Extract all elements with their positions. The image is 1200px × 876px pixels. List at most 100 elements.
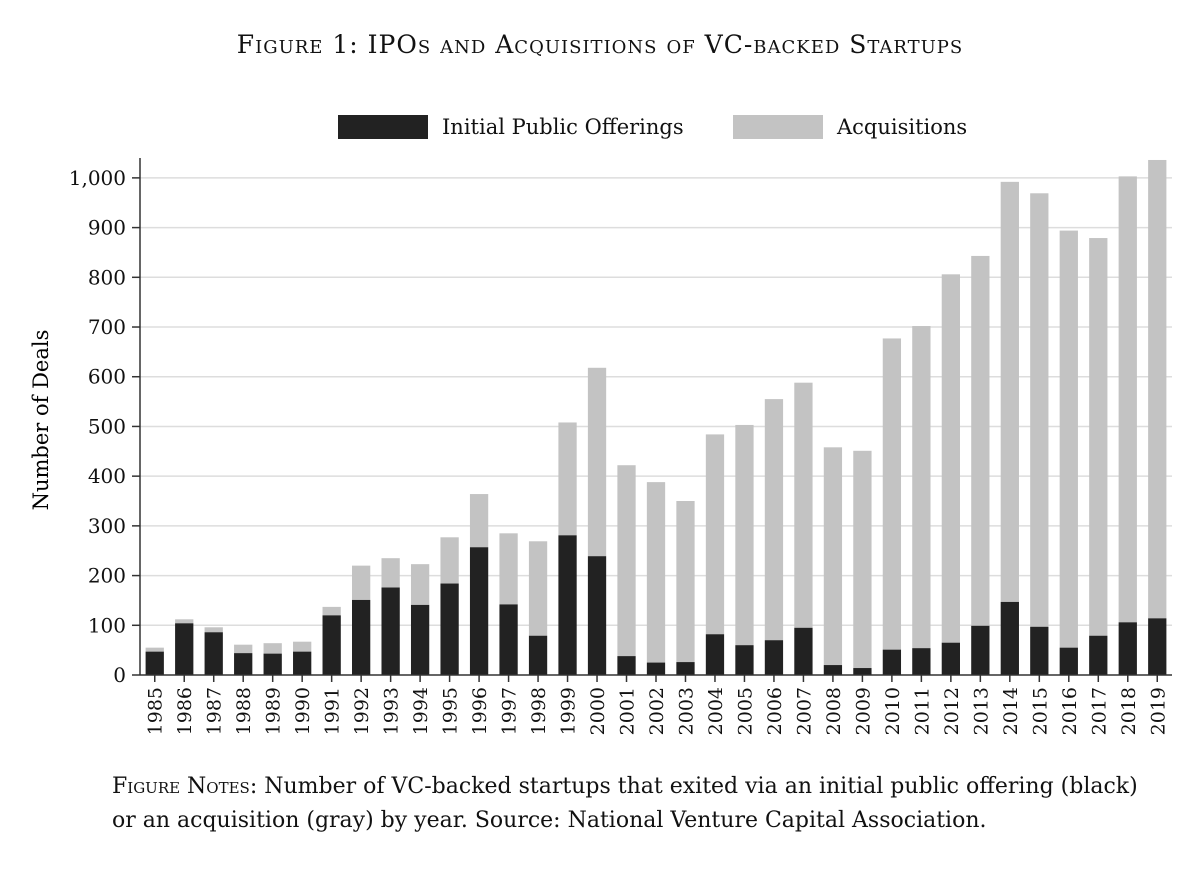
bar-acquisitions-1994 [410, 564, 430, 605]
x-tick-label: 1994 [410, 687, 432, 735]
y-axis-label: Number of Deals [29, 330, 53, 511]
bar-acquisitions-2007 [794, 382, 813, 628]
x-tick-label: 2004 [705, 687, 727, 735]
legend: Initial Public Offerings Acquisitions [338, 115, 967, 139]
x-tick-label: 2002 [646, 687, 668, 735]
x-tick-label: 2013 [970, 687, 992, 735]
bar-ipo-2001 [617, 656, 636, 675]
bar-acquisitions-1996 [469, 494, 489, 548]
bar-ipo-1988 [234, 653, 253, 675]
x-tick-label: 1999 [558, 687, 580, 735]
x-tick-label: 2019 [1147, 687, 1169, 735]
bar-acquisitions-1995 [440, 537, 459, 584]
bar-acquisitions-2018 [1118, 176, 1137, 623]
bar-acquisitions-1992 [352, 565, 371, 600]
x-tick-label: 1989 [263, 687, 285, 735]
x-tick-label: 1985 [145, 687, 167, 735]
bar-ipo-2016 [1059, 647, 1078, 675]
bar-acquisitions-2019 [1148, 159, 1167, 619]
bar-ipo-2011 [912, 648, 931, 675]
x-tick-label: 1986 [174, 687, 196, 735]
bar-ipo-1997 [499, 604, 518, 675]
bar-ipo-2014 [1000, 601, 1019, 675]
bar-acquisitions-1991 [322, 606, 341, 616]
bar-acquisitions-2000 [587, 367, 607, 557]
x-tick-label: 1998 [528, 687, 550, 735]
x-tick-label: 2012 [941, 687, 963, 735]
x-tick-label: 1995 [440, 687, 462, 735]
x-tick-label: 2018 [1118, 687, 1140, 735]
bar-acquisitions-1993 [381, 558, 400, 588]
bar-acquisitions-1990 [293, 641, 312, 652]
x-tick-label: 1991 [322, 687, 344, 735]
x-tick-label: 2001 [617, 687, 639, 735]
figure-notes-text: Number of VC-backed startups that exited… [112, 774, 1138, 833]
axes: 0 100 200 300 400 500 600 700 800 900 1,000 1985 198… [69, 158, 1172, 735]
x-tick-label: 1997 [499, 687, 521, 735]
y-tick-label: 200 [88, 564, 126, 588]
bar-acquisitions-2013 [971, 255, 990, 626]
bar-acquisitions-2003 [676, 501, 695, 663]
y-tick-label: 800 [88, 265, 126, 289]
bar-acquisitions-1985 [145, 647, 164, 652]
x-tick-label: 2005 [734, 687, 756, 735]
y-tick-label: 400 [88, 464, 126, 488]
x-tick-label: 1987 [204, 687, 226, 735]
x-tick-label: 1990 [292, 687, 314, 735]
bar-acquisitions-2004 [705, 434, 725, 635]
bar-ipo-2015 [1030, 626, 1049, 675]
x-tick-label: 2015 [1029, 687, 1051, 735]
bar-ipo-2008 [823, 665, 843, 675]
bar-ipo-2019 [1148, 618, 1167, 675]
chart-title: Figure 1: IPOs and Acquisitions of VC-ba… [236, 30, 964, 59]
x-tick-label: 1993 [381, 687, 403, 735]
bar-ipo-1990 [293, 651, 312, 675]
bar-ipo-1986 [175, 623, 194, 675]
x-tick-label: 2014 [1000, 687, 1022, 735]
bar-ipo-2002 [646, 662, 666, 675]
bar-ipo-2012 [941, 642, 960, 675]
y-tick-label: 1,000 [69, 166, 126, 190]
bar-acquisitions-1986 [175, 619, 194, 624]
bar-acquisitions-1989 [263, 643, 282, 654]
bar-ipo-2010 [882, 649, 902, 675]
bar-acquisitions-2005 [735, 424, 754, 646]
x-tick-label: 2016 [1059, 687, 1081, 735]
bar-acquisitions-2016 [1059, 230, 1078, 648]
x-tick-label: 2007 [793, 687, 815, 735]
x-tick-label: 2010 [882, 687, 904, 735]
y-tick-label: 100 [88, 613, 126, 637]
bar-ipo-2005 [735, 645, 754, 675]
bar-ipo-1999 [558, 535, 577, 675]
bar-acquisitions-2008 [823, 447, 843, 666]
bar-acquisitions-2010 [882, 338, 902, 650]
bars [145, 159, 1167, 675]
legend-swatch-ipo [338, 115, 428, 139]
bar-ipo-1995 [440, 583, 459, 675]
y-tick-label: 0 [113, 663, 126, 687]
x-tick-label: 2017 [1088, 687, 1110, 735]
bar-ipo-2017 [1089, 635, 1108, 675]
bar-ipo-1998 [528, 635, 548, 675]
bar-acquisitions-1997 [499, 533, 518, 605]
bar-acquisitions-1998 [528, 541, 548, 636]
y-tick-label: 300 [88, 514, 126, 538]
bar-ipo-2000 [587, 556, 607, 675]
x-tick-label: 1992 [351, 687, 373, 735]
bar-acquisitions-2017 [1089, 238, 1108, 636]
y-tick-label: 500 [88, 414, 126, 438]
bar-acquisitions-2014 [1000, 181, 1019, 602]
bar-ipo-1989 [263, 653, 282, 675]
bar-ipo-1985 [145, 651, 164, 675]
bar-acquisitions-2009 [853, 450, 872, 669]
bar-acquisitions-1988 [234, 644, 253, 654]
x-tick-label: 2000 [587, 687, 609, 735]
x-tick-label: 1996 [469, 687, 491, 735]
bar-acquisitions-2011 [912, 326, 931, 649]
legend-label-acquisitions: Acquisitions [836, 115, 967, 139]
bar-ipo-2018 [1118, 622, 1137, 675]
bar-ipo-1991 [322, 615, 341, 675]
bar-acquisitions-2001 [617, 465, 636, 657]
y-tick-label: 900 [88, 216, 126, 240]
bar-ipo-2006 [764, 640, 784, 675]
